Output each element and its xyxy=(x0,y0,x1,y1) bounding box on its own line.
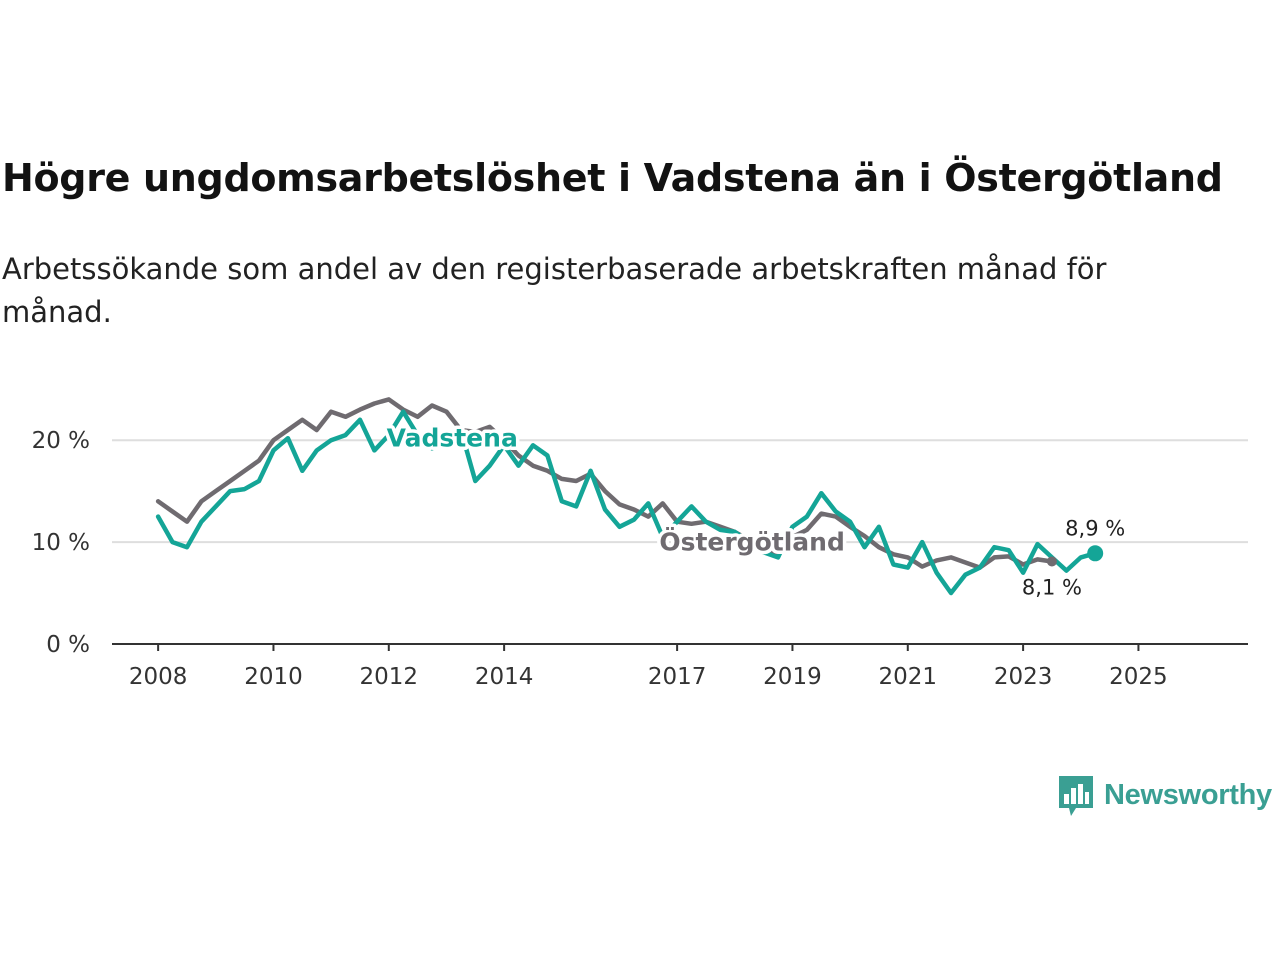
series-end-label: 8,1 % xyxy=(1022,575,1082,599)
series-line-vadstena xyxy=(155,409,1098,596)
series-line--sterg-tland xyxy=(155,397,1055,570)
newsworthy-logo-icon xyxy=(1059,776,1093,816)
series-name-label: Vadstena xyxy=(387,423,518,452)
chart-title: Högre ungdomsarbetslöshet i Vadstena än … xyxy=(2,156,1223,200)
series-end-marker xyxy=(1046,556,1057,567)
chart-subtitle: Arbetssökande som andel av den registerb… xyxy=(2,252,1107,329)
series-end-marker xyxy=(1087,545,1104,562)
series-end-label: 8,9 % xyxy=(1065,516,1125,540)
x-tick-label: 2023 xyxy=(994,664,1053,690)
x-tick-label: 2017 xyxy=(648,664,707,690)
brand-name: Newsworthy xyxy=(1104,778,1272,811)
y-tick-label: 20 % xyxy=(32,428,90,454)
x-axis: 2008 2010 2012 2014 2017 2019 2021 2023 2025 xyxy=(112,643,1248,690)
y-tick-label: 0 % xyxy=(46,632,90,658)
grid-lines: 0 % 10 % 20 % xyxy=(32,428,1248,658)
line-chart: 0 % 10 % 20 % 2008 2010 2012 2014 2017 2019 2021… xyxy=(32,397,1248,690)
x-tick-label: 2025 xyxy=(1109,664,1168,690)
x-tick-label: 2021 xyxy=(879,664,938,690)
x-tick-label: 2012 xyxy=(360,664,419,690)
x-tick-label: 2010 xyxy=(244,664,303,690)
newsworthy-brand: Newsworthy xyxy=(1058,772,1272,818)
x-tick-label: 2019 xyxy=(763,664,822,690)
y-tick-label: 10 % xyxy=(32,530,90,556)
x-tick-label: 2014 xyxy=(475,664,534,690)
chart-lines xyxy=(155,397,1104,596)
series-name-label: Östergötland xyxy=(659,526,845,556)
series-labels: 8,1 % 8,9 % Östergötland Vadstena xyxy=(383,420,1125,600)
x-tick-label: 2008 xyxy=(129,664,188,690)
